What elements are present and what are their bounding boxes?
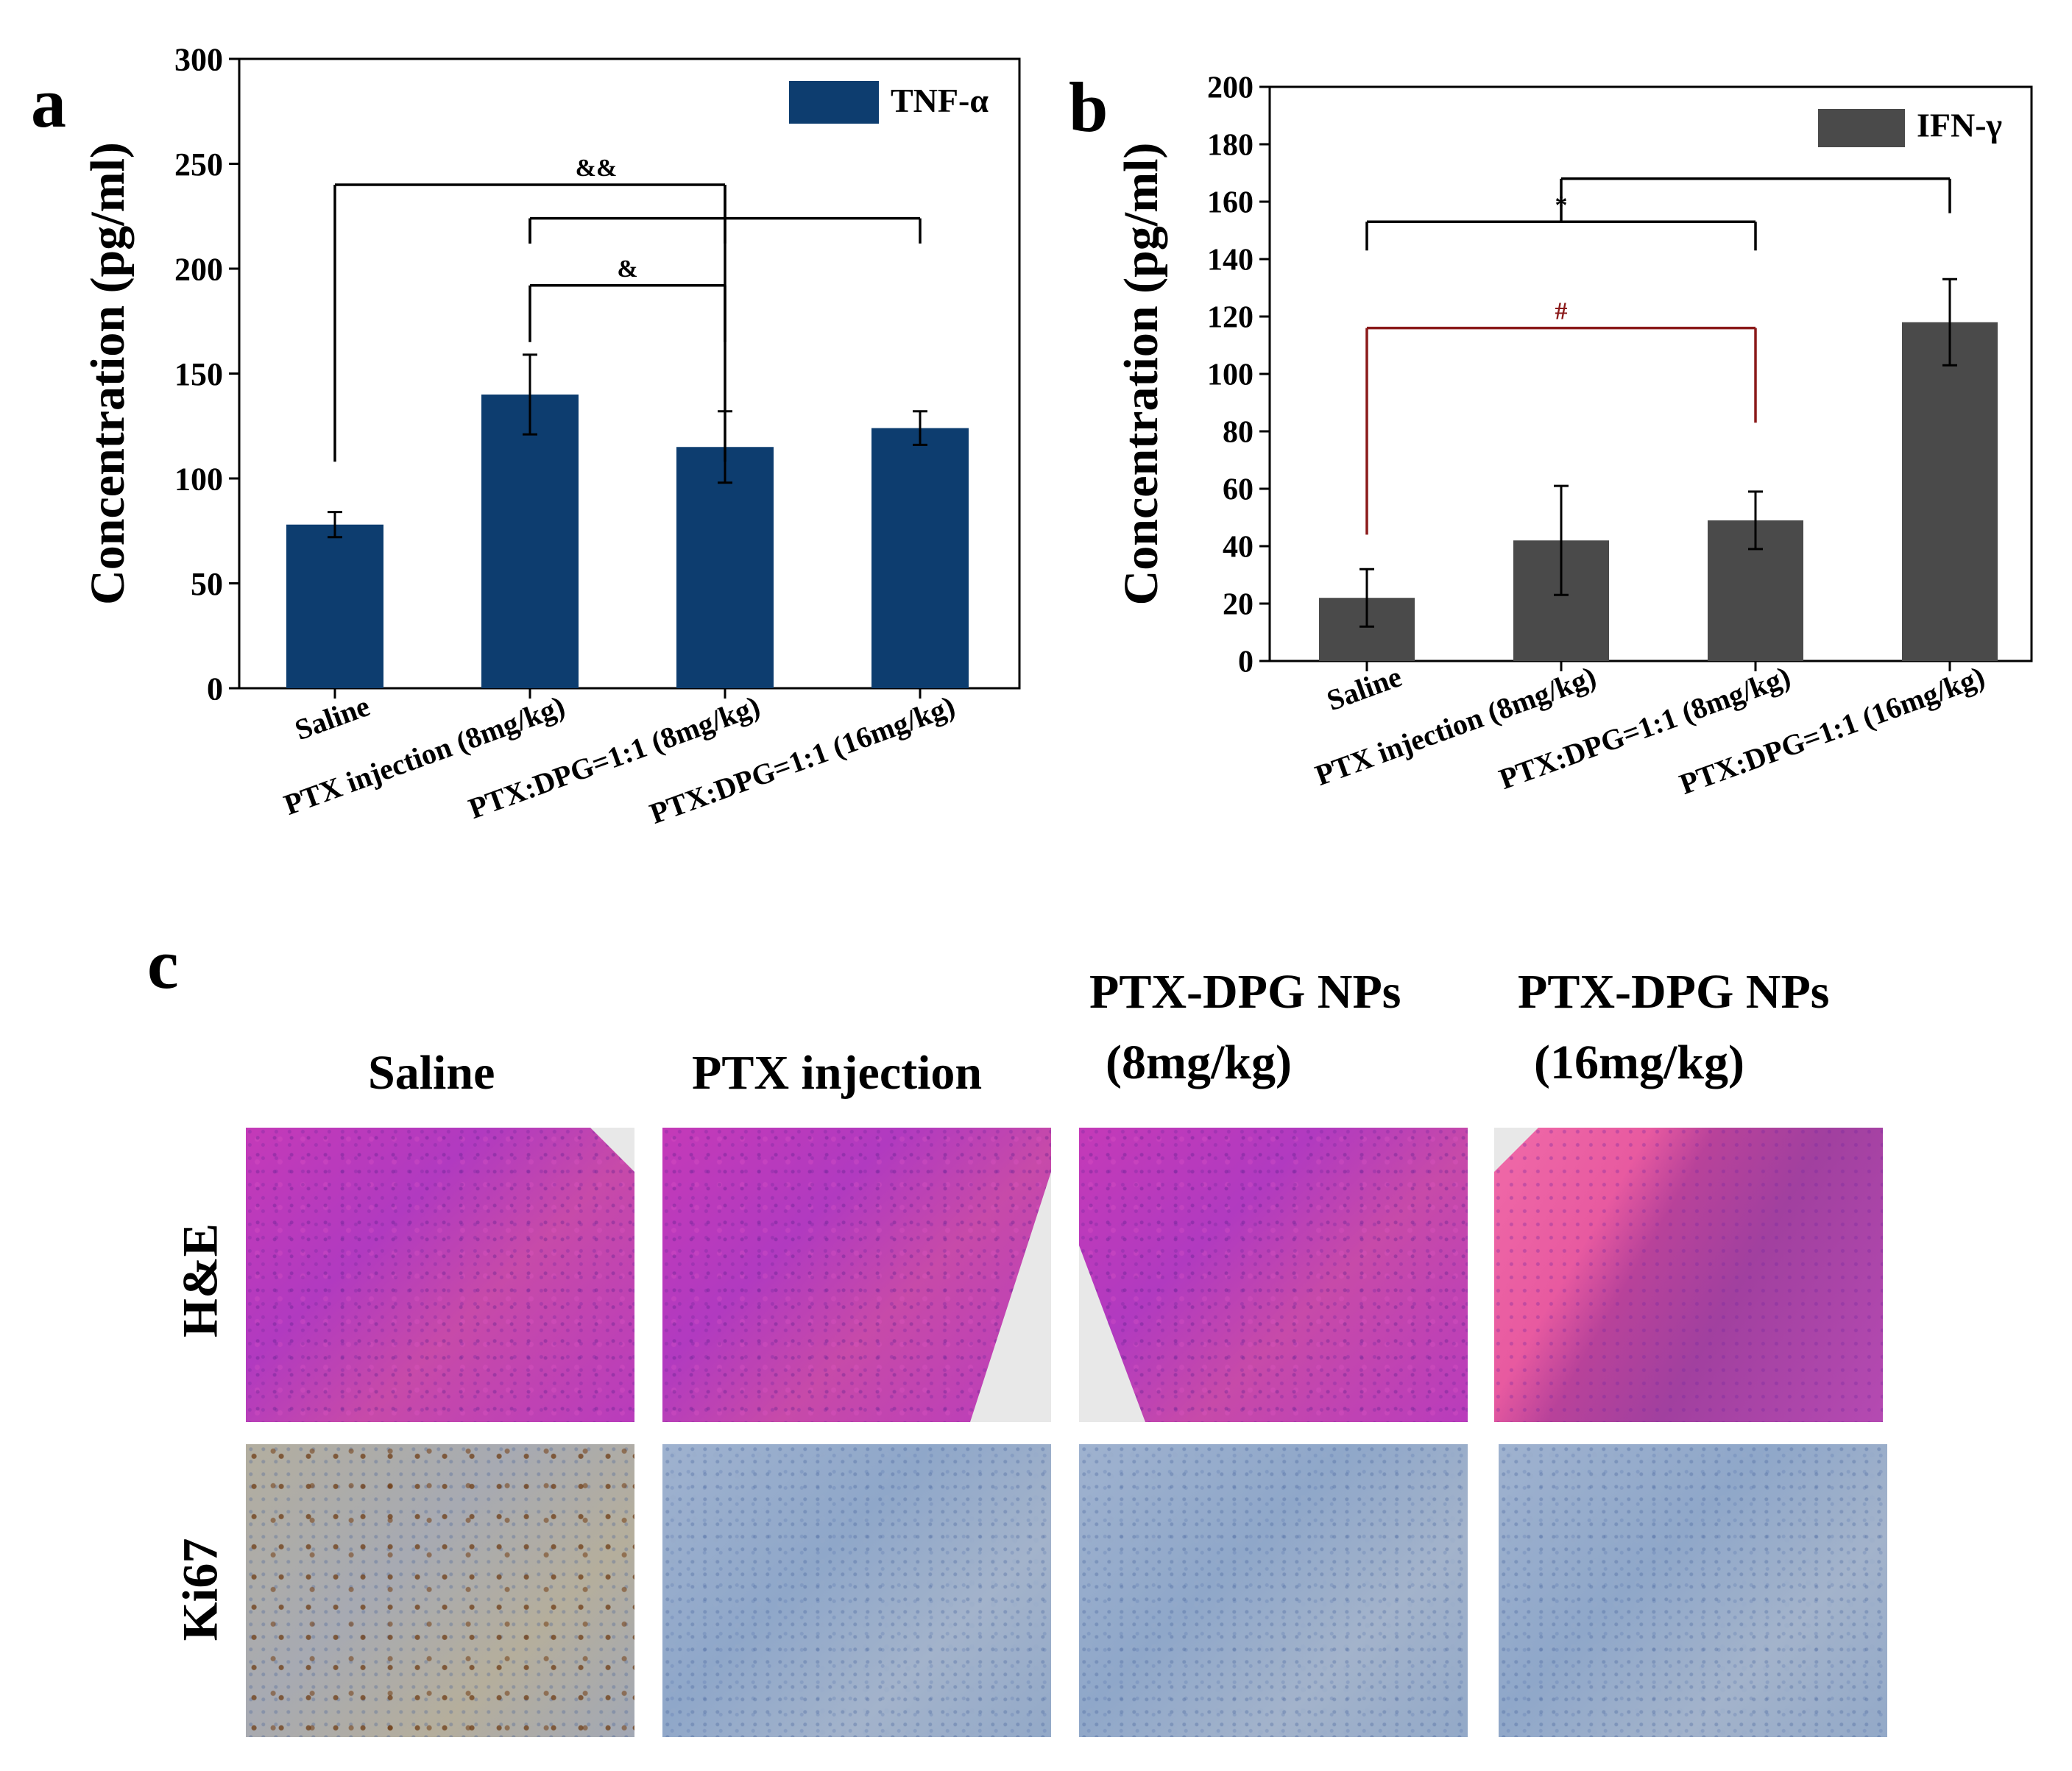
chart-a-bar-0 [286,524,383,688]
chart-b-ytick-label-7: 140 [1207,244,1254,278]
he-image-nps-8 [1079,1128,1468,1422]
chart-a-legend-swatch [789,81,879,124]
chart-a-ytick-label-1: 50 [191,566,223,602]
chart-b-ylabel: Concentration (pg/ml) [1114,143,1168,606]
chart-b-ytick-label-9: 180 [1207,129,1254,163]
chart-b-bar-3 [1902,322,1998,661]
chart-a-legend-label: TNF-α [891,82,989,119]
chart-b-ytick-label-1: 20 [1223,588,1254,622]
he-nps8-background [1079,1245,1145,1422]
chart-b-ytick-label-3: 60 [1223,473,1254,507]
chart-a-ytick-label-6: 300 [174,41,223,77]
chart-b-ytick-label-6: 120 [1207,301,1254,335]
chart-a-bar-3 [871,428,969,688]
chart-b-legend-label: IFN-γ [1917,106,2002,144]
ki67-image-ptx-injection [662,1444,1051,1737]
chart-b-sig-label-2: # [1555,298,1568,325]
panel-letter-a: a [31,63,66,142]
chart-a-ylabel: Concentration (pg/ml) [81,142,135,605]
panel-letter-b: b [1069,68,1109,146]
row-label-ki67: Ki67 [172,1538,228,1641]
col-title-saline: Saline [368,1038,495,1109]
ki67-image-nps-16 [1499,1444,1887,1737]
chart-a-ytick-label-3: 150 [174,356,223,392]
chart-b-category-label-3: PTX:DPG=1:1 (16mg/kg) [1675,660,1989,801]
chart-b-ytick-label-2: 40 [1223,531,1254,565]
chart-b-ytick-label-5: 100 [1207,358,1254,392]
col-title-saline-line1: Saline [368,1046,495,1100]
chart-b-ytick-label-8: 160 [1207,186,1254,220]
col-title-nps-8: PTX-DPG NPs (8mg/kg) [1089,957,1401,1097]
col-title-nps-8-line1: PTX-DPG NPs [1089,965,1401,1019]
chart-b-category-label-0: Saline [1323,660,1407,717]
ki67-image-nps-8 [1079,1444,1468,1737]
chart-a-sig-label-0: && [576,155,618,182]
he-saline-background [590,1128,634,1172]
chart-a-ytick-label-2: 100 [174,461,223,497]
chart-a-category-label-0: Saline [291,689,375,746]
col-title-ptx-injection: PTX injection [692,1038,982,1109]
chart-b-ytick-label-0: 0 [1238,646,1254,679]
ifn-bar-chart: 0 20 40 60 80 100 120 140 160 180 200 Concentration… [1114,71,2033,801]
chart-a-bar-1 [481,395,579,688]
he-nps16-background [1494,1128,1538,1172]
chart-a-ytick-label-5: 250 [174,146,223,183]
chart-a-sig-label-2: & [617,255,637,283]
he-image-ptx-injection [662,1128,1051,1422]
chart-b-legend-swatch [1818,109,1905,147]
he-ptx-background [970,1172,1051,1422]
row-label-he: H&E [172,1223,228,1337]
chart-a-bar-2 [676,447,774,688]
chart-b-ytick-label-10: 200 [1207,71,1254,105]
he-image-nps-16 [1494,1128,1883,1422]
chart-a-ytick-label-0: 0 [207,671,223,707]
chart-b-ytick-label-4: 80 [1223,416,1254,450]
he-image-saline [246,1128,634,1422]
col-title-nps-8-line2: (8mg/kg) [1106,1035,1292,1089]
col-title-nps-16: PTX-DPG NPs (16mg/kg) [1518,957,1829,1097]
ki67-image-saline [246,1444,634,1737]
col-title-nps-16-line1: PTX-DPG NPs [1518,965,1830,1019]
col-title-ptx-injection-line1: PTX injection [692,1046,983,1100]
panel-letter-c: c [147,925,179,1003]
col-title-nps-16-line2: (16mg/kg) [1534,1035,1744,1089]
chart-a-ytick-label-4: 200 [174,251,223,287]
tnf-bar-chart: 0 50 100 150 200 250 300 Concentration (pg/ml) S… [81,41,1021,830]
